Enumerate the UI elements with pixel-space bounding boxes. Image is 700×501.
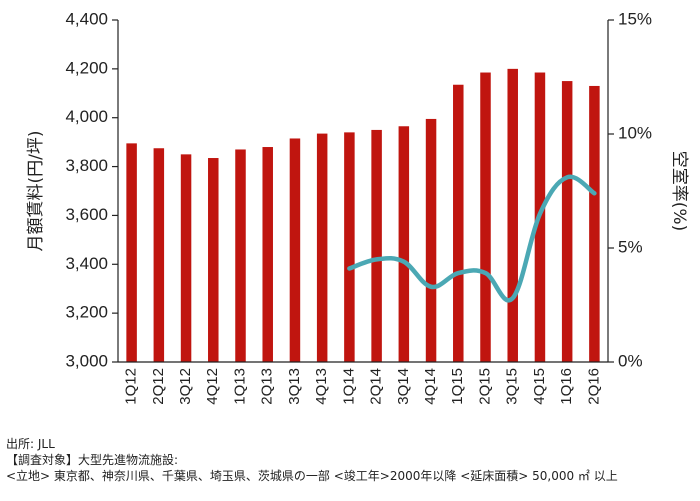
right-axis-title: 空室率(%) xyxy=(669,151,689,231)
x-tick-label: 2Q14 xyxy=(368,368,385,405)
bar-1Q13 xyxy=(235,149,246,362)
left-tick-label: 3,800 xyxy=(65,156,108,175)
criteria-note: <立地> 東京都、神奈川県、千葉県、埼玉県、茨城県の一部 <竣工年>2000年以… xyxy=(6,469,618,483)
x-tick-label: 1Q14 xyxy=(340,368,357,405)
left-tick-label: 3,000 xyxy=(65,351,108,370)
x-tick-label: 2Q13 xyxy=(259,368,276,405)
bar-2Q13 xyxy=(262,147,273,362)
right-tick-label: 10% xyxy=(618,123,652,142)
x-tick-label: 4Q14 xyxy=(422,368,439,405)
source-note: 出所: JLL xyxy=(6,437,55,451)
bar-1Q14 xyxy=(344,132,355,362)
x-tick-label: 1Q15 xyxy=(449,368,466,405)
vacancy-rate-line xyxy=(347,174,597,303)
x-tick-label: 3Q13 xyxy=(286,368,303,405)
left-tick-label: 4,400 xyxy=(65,9,108,28)
bar-2Q14 xyxy=(371,129,382,362)
right-tick-label: 0% xyxy=(618,351,643,370)
left-tick-label: 3,200 xyxy=(65,303,108,322)
footnotes: 出所: JLL 【調査対象】大型先進物流施設: <立地> 東京都、神奈川県、千葉… xyxy=(6,436,618,484)
bar-1Q16 xyxy=(561,81,573,363)
x-tick-label: 4Q15 xyxy=(531,368,548,405)
bar-1Q12 xyxy=(126,143,137,362)
x-tick-label: 2Q16 xyxy=(585,368,602,405)
chart: 3,000 3,200 3,400 3,600 3,800 4,000 4,200 4,400… xyxy=(26,9,689,405)
survey-target-note: 【調査対象】大型先進物流施設: xyxy=(6,453,179,467)
x-tick-label: 2Q15 xyxy=(476,368,493,405)
bar-4Q14 xyxy=(425,118,437,362)
bar-3Q13 xyxy=(289,138,301,362)
x-tick-label: 2Q12 xyxy=(150,368,167,405)
left-axis-ticks: 3,000 3,200 3,400 3,600 3,800 4,000 4,200 4,400 xyxy=(65,9,118,370)
right-tick-label: 15% xyxy=(618,9,652,28)
bar-3Q12 xyxy=(180,154,192,362)
x-tick-label: 3Q12 xyxy=(177,368,194,405)
bar-4Q12 xyxy=(208,158,219,362)
bar-2Q12 xyxy=(153,148,165,362)
right-tick-label: 5% xyxy=(618,237,643,256)
x-tick-label: 3Q15 xyxy=(504,368,521,405)
x-axis-ticks: 1Q12 2Q12 3Q12 4Q12 1Q13 2Q13 3Q13 4Q13 1Q14 2Q14… xyxy=(123,368,603,405)
left-axis-title: 月額賃料(円/坪) xyxy=(26,131,46,252)
bar-4Q13 xyxy=(316,133,328,362)
bar-2Q16 xyxy=(589,85,600,362)
right-axis-ticks: 0% 5% 10% 15% xyxy=(608,9,652,370)
vacancy-line-series xyxy=(347,174,597,303)
x-tick-label: 3Q14 xyxy=(395,368,412,405)
x-tick-label: 1Q16 xyxy=(558,368,575,405)
left-tick-label: 4,000 xyxy=(65,107,108,126)
bar-3Q14 xyxy=(398,126,410,362)
x-tick-label: 4Q13 xyxy=(313,368,330,405)
left-tick-label: 3,400 xyxy=(65,254,108,273)
bar-3Q15 xyxy=(507,68,518,362)
left-tick-label: 4,200 xyxy=(65,58,108,77)
bar-2Q15 xyxy=(480,72,491,363)
x-tick-label: 1Q12 xyxy=(123,368,140,405)
x-tick-label: 4Q12 xyxy=(204,368,221,405)
axes xyxy=(117,20,609,363)
left-tick-label: 3,600 xyxy=(65,205,108,224)
x-tick-label: 1Q13 xyxy=(231,368,248,405)
bar-series xyxy=(126,68,600,363)
bar-1Q15 xyxy=(453,84,464,362)
